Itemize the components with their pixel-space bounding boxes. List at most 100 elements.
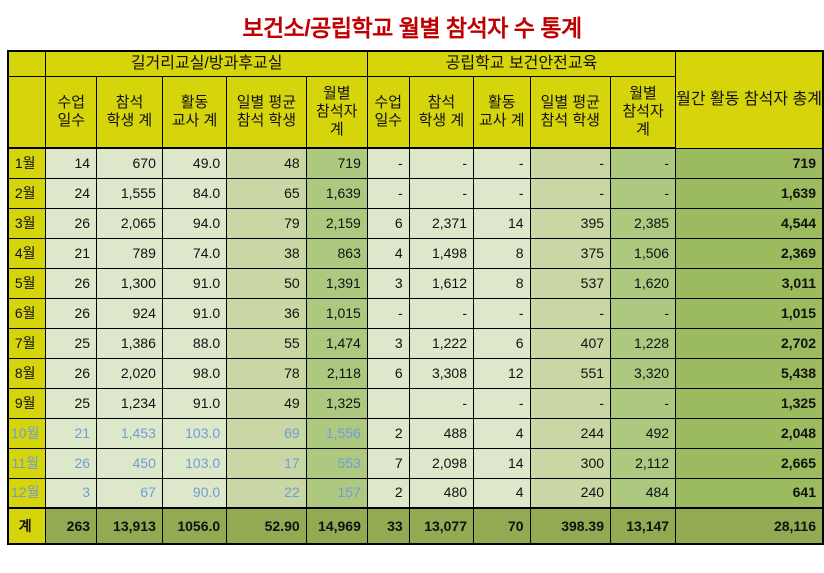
total-right-2: 13,077: [408, 507, 475, 545]
row-label: 4월: [7, 237, 47, 269]
cell-left-4: 69: [226, 417, 307, 449]
cell-month-grand-total: 1,325: [675, 387, 824, 419]
group-header-right: 공립학교 보건안전교육: [366, 50, 677, 77]
col-header-left-teachers-total: 활동 교사 계: [161, 75, 228, 149]
cell-left-1: 14: [45, 147, 98, 179]
cell-right-1: 6: [366, 207, 410, 239]
cell-right-2: -: [408, 147, 475, 179]
cell-right-2: -: [408, 297, 475, 329]
cell-month-grand-total: 2,369: [675, 237, 824, 269]
cell-left-1: 21: [45, 417, 98, 449]
cell-right-3: 8: [473, 237, 531, 269]
row-label: 7월: [7, 327, 47, 359]
cell-left-3: 94.0: [161, 207, 228, 239]
cell-left-5: 1,474: [305, 327, 368, 359]
cell-right-3: 12: [473, 357, 531, 389]
cell-left-5: 1,015: [305, 297, 368, 329]
attendance-table: 길거리교실/방과후교실 공립학교 보건안전교육 월간 활동 참석자 총계 수업 …: [7, 50, 824, 545]
cell-right-4: 551: [529, 357, 612, 389]
total-left-3: 1056.0: [161, 507, 228, 545]
row-label: 5월: [7, 267, 47, 299]
page-title: 보건소/공립학교 월별 참석자 수 통계: [242, 15, 582, 41]
table-row: 4월 21 789 74.0 38 863 4 1,498 8 375 1,506 2,369: [7, 237, 824, 269]
cell-right-2: 1,612: [408, 267, 475, 299]
cell-left-2: 2,065: [96, 207, 163, 239]
col-header-right-teachers-total: 활동 교사 계: [473, 75, 531, 149]
cell-right-1: 2: [366, 477, 410, 509]
cell-left-2: 1,234: [96, 387, 163, 419]
cell-left-3: 91.0: [161, 387, 228, 419]
cell-right-5: 1,228: [610, 327, 677, 359]
cell-right-3: -: [473, 297, 531, 329]
corner-cell-2: [7, 75, 47, 149]
cell-right-5: 2,385: [610, 207, 677, 239]
col-header-left-students-total: 참석 학생 계: [96, 75, 163, 149]
cell-right-1: -: [366, 297, 410, 329]
cell-month-grand-total: 5,438: [675, 357, 824, 389]
cell-left-4: 22: [226, 477, 307, 509]
cell-left-4: 17: [226, 447, 307, 479]
cell-left-3: 74.0: [161, 237, 228, 269]
row-label: 2월: [7, 177, 47, 209]
cell-month-grand-total: 3,011: [675, 267, 824, 299]
total-left-5: 14,969: [305, 507, 368, 545]
cell-right-2: 2,098: [408, 447, 475, 479]
col-header-right-daily-average: 일별 평균 참석 학생: [529, 75, 612, 149]
cell-left-5: 1,325: [305, 387, 368, 419]
cell-left-2: 67: [96, 477, 163, 509]
cell-left-1: 24: [45, 177, 98, 209]
cell-left-4: 48: [226, 147, 307, 179]
cell-left-5: 719: [305, 147, 368, 179]
cell-left-2: 670: [96, 147, 163, 179]
cell-right-4: -: [529, 147, 612, 179]
cell-left-5: 2,118: [305, 357, 368, 389]
grand-total: 28,116: [675, 507, 824, 545]
table-row: 10월 21 1,453 103.0 69 1,556 2 488 4 244 492 2,048: [7, 417, 824, 449]
cell-left-3: 103.0: [161, 417, 228, 449]
row-label: 1월: [7, 147, 47, 179]
cell-left-1: 26: [45, 267, 98, 299]
cell-month-grand-total: 2,665: [675, 447, 824, 479]
cell-left-3: 103.0: [161, 447, 228, 479]
col-header-right-students-total: 참석 학생 계: [408, 75, 475, 149]
cell-left-3: 91.0: [161, 297, 228, 329]
total-column-header: 월간 활동 참석자 총계: [675, 50, 824, 149]
cell-left-5: 553: [305, 447, 368, 479]
total-left-2: 13,913: [96, 507, 163, 545]
cell-right-5: 492: [610, 417, 677, 449]
table-row: 8월 26 2,020 98.0 78 2,118 6 3,308 12 551 3,320 5,43…: [7, 357, 824, 389]
cell-left-5: 2,159: [305, 207, 368, 239]
row-label: 6월: [7, 297, 47, 329]
col-header-left-class-days: 수업 일수: [45, 75, 98, 149]
cell-month-grand-total: 1,639: [675, 177, 824, 209]
total-left-4: 52.90: [226, 507, 307, 545]
cell-left-3: 49.0: [161, 147, 228, 179]
cell-left-1: 21: [45, 237, 98, 269]
cell-left-3: 88.0: [161, 327, 228, 359]
table-row: 2월 24 1,555 84.0 65 1,639- - - - -1,639: [7, 177, 824, 209]
row-label: 8월: [7, 357, 47, 389]
cell-right-3: 4: [473, 477, 531, 509]
cell-right-5: 1,506: [610, 237, 677, 269]
cell-right-1: [366, 387, 410, 419]
cell-right-2: 488: [408, 417, 475, 449]
total-right-5: 13,147: [610, 507, 677, 545]
row-label: 9월: [7, 387, 47, 419]
cell-right-3: 6: [473, 327, 531, 359]
table-row: 6월 26 924 91.0 36 1,015- - - - -1,015: [7, 297, 824, 329]
cell-left-1: 25: [45, 387, 98, 419]
cell-right-4: -: [529, 297, 612, 329]
cell-month-grand-total: 719: [675, 147, 824, 179]
totals-row: 계 263 13,913 1056.0 52.90 14,969 33 13,077 70 398…: [7, 507, 824, 545]
cell-right-3: 4: [473, 417, 531, 449]
cell-left-1: 26: [45, 297, 98, 329]
cell-right-4: 244: [529, 417, 612, 449]
total-right-3: 70: [473, 507, 531, 545]
cell-left-2: 450: [96, 447, 163, 479]
cell-right-5: 3,320: [610, 357, 677, 389]
table-body: 1월 14 670 49.0 48 719- - - - -719 2월 24 1,555 84.0 65 1…: [7, 147, 824, 545]
cell-left-2: 1,555: [96, 177, 163, 209]
cell-right-5: -: [610, 147, 677, 179]
cell-right-2: 1,498: [408, 237, 475, 269]
group-header-left: 길거리교실/방과후교실: [45, 50, 368, 77]
